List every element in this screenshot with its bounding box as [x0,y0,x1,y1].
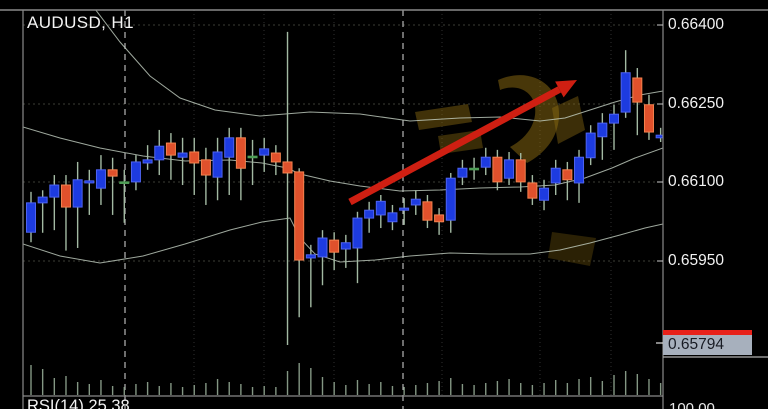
rsi-axis-top-label: 100.00 [669,400,715,409]
candle [574,156,585,184]
candle [165,142,176,156]
candle [200,159,211,176]
volume-layer [30,363,662,395]
candle [247,155,258,159]
candles-layer [26,31,663,346]
candle [422,201,433,221]
candle [539,187,550,201]
candle [49,184,60,198]
candle [154,145,165,161]
rsi-indicator-label: RSI(14) 25.38 [27,397,130,409]
candle [212,151,223,178]
candle [364,209,375,219]
price-axis-label: 0.66100 [668,173,725,190]
trend-arrow [348,86,562,206]
price-axis-label: 0.65950 [668,252,725,269]
candle [189,151,200,164]
candle [504,159,515,179]
trend-arrow-head [555,80,577,98]
candle [585,132,596,159]
candle [259,148,270,156]
candle [434,214,445,223]
candle [410,198,421,206]
candle [352,217,363,249]
candle [562,169,573,181]
candle [305,254,316,259]
plot-area[interactable] [23,9,665,409]
current-price-box: 0.65794 [663,330,752,355]
candle [95,169,106,189]
candle [643,104,654,133]
bollinger-lower-band [23,217,663,264]
candle [492,156,503,183]
candle [329,239,340,253]
candle [224,137,235,158]
candle [399,207,410,211]
candle [632,77,643,103]
candle [282,161,293,174]
candle [72,179,83,208]
candle [469,167,480,171]
candle [655,134,663,139]
candle [130,161,141,183]
candle [480,156,491,168]
candle [142,159,153,164]
candle [527,182,538,199]
candle [375,200,386,216]
candle [550,167,561,184]
candle [515,159,526,183]
candle [597,122,608,138]
candle [609,113,619,124]
candle [107,169,118,177]
candle [340,242,351,250]
candle [270,152,281,163]
current-price-value: 0.65794 [668,336,725,353]
bollinger-upper-band [95,10,663,122]
candle [457,167,468,178]
candle [445,177,456,221]
candle [60,184,71,208]
candle [294,171,305,261]
price-axis-label: 0.66400 [668,16,725,33]
candle [620,72,631,113]
candle [387,212,398,223]
price-axis-label: 0.66250 [668,95,725,112]
symbol-timeframe-title: AUDUSD, H1 [27,13,134,32]
current-price-stripe [663,330,752,335]
candle [235,137,246,169]
candle [26,202,36,233]
candle [37,196,48,204]
candle [84,180,95,184]
candle [177,152,188,158]
candle [317,237,328,258]
candle [119,181,130,184]
